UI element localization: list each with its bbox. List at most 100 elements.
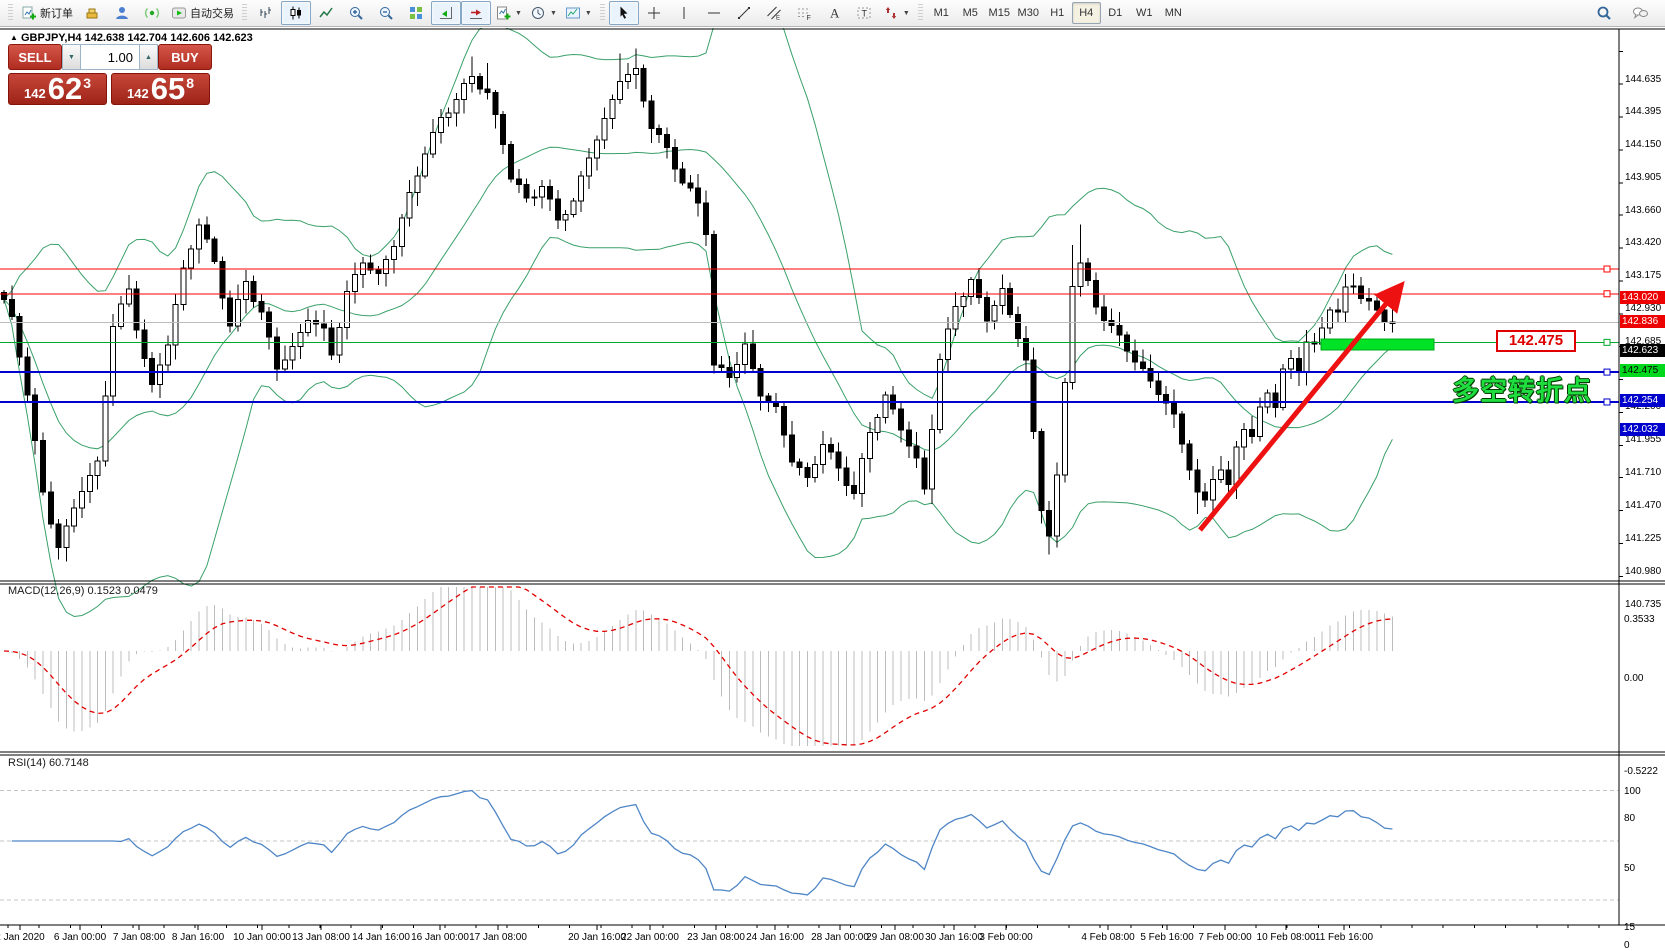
bollinger-bands [3, 28, 1393, 618]
price-tick-144.395: 144.395 [1625, 105, 1662, 117]
price-tick-142.930: 142.930 [1625, 303, 1662, 315]
date-label: 2 Jan 2020 [0, 932, 45, 943]
price-tick-144.150: 144.150 [1625, 138, 1662, 150]
crosshair-button[interactable] [639, 1, 669, 25]
new-order-button[interactable]: 新订单 [17, 1, 77, 25]
timeframe-d1[interactable]: D1 [1108, 7, 1123, 19]
signal-button[interactable] [137, 1, 167, 25]
hline-icon [707, 12, 720, 14]
horizontal-line-button[interactable] [699, 1, 729, 25]
sell-button[interactable]: SELL [8, 44, 62, 70]
templates-button[interactable]: ▼ [561, 1, 596, 25]
symbol-collapse-icon[interactable]: ▲ [10, 33, 18, 42]
chart-ohlc-values: 142.638 142.704 142.606 142.623 [84, 32, 253, 44]
text-button[interactable]: A [819, 1, 849, 25]
timeframe-h1[interactable]: H1 [1050, 7, 1065, 19]
bar-chart-button[interactable] [251, 1, 281, 25]
arrows-icon [885, 7, 897, 19]
chart-canvas[interactable] [0, 28, 1665, 948]
toolbar-grip [8, 4, 13, 22]
date-label: 14 Jan 16:00 [352, 932, 410, 943]
indicator-scale-0.3533: 0.3533 [1624, 614, 1655, 625]
trendline-icon [737, 7, 750, 19]
chevron-down-icon: ▼ [902, 9, 910, 17]
timeframe-m5[interactable]: M5 [962, 7, 978, 19]
volume-decrease-button[interactable]: ▼ [62, 44, 81, 70]
line-handle[interactable] [1603, 290, 1611, 298]
tile-windows-button[interactable] [401, 1, 431, 25]
toolbar: 新订单 自动交易 ▼ ▼ ▼ E F A T ▼ M1 M5 M15 M30 H1 H4 D1 W1 MN [0, 0, 1665, 27]
candlestick-chart-button[interactable] [281, 1, 311, 25]
chevron-down-icon: ▼ [549, 9, 557, 17]
volume-increase-button[interactable]: ▲ [139, 44, 158, 70]
price-label-142.836: 142.836 [1620, 315, 1665, 329]
clock-icon [531, 7, 544, 19]
zoom-in-button[interactable] [341, 1, 371, 25]
candles-icon [290, 6, 301, 20]
indicator-scale-50: 50 [1624, 863, 1636, 874]
timeframe-mn[interactable]: MN [1164, 7, 1182, 19]
fibonacci-button[interactable]: F [789, 1, 819, 25]
autoscroll-icon [470, 9, 482, 19]
date-label: 8 Jan 16:00 [171, 932, 225, 943]
template-icon [565, 7, 580, 19]
autotrade-button[interactable]: 自动交易 [167, 1, 238, 25]
rsi-line [11, 789, 1393, 896]
trendline-button[interactable] [729, 1, 759, 25]
svg-text:A: A [830, 6, 840, 21]
date-label: 16 Jan 00:00 [411, 932, 469, 943]
chart-shift-button[interactable] [431, 1, 461, 25]
line-handle[interactable] [1603, 265, 1611, 273]
line-handle[interactable] [1603, 338, 1611, 346]
line-chart-button[interactable] [311, 1, 341, 25]
vertical-line-button[interactable] [669, 1, 699, 25]
gold-button[interactable] [77, 1, 107, 25]
arrows-button[interactable]: ▼ [879, 1, 914, 25]
support-zone-rect[interactable] [1320, 338, 1435, 351]
indicator-scale-0: 0 [1624, 940, 1630, 951]
profile-icon [116, 7, 128, 19]
volume-input[interactable] [81, 44, 139, 70]
indicator-scale-100: 100 [1624, 786, 1641, 797]
macd-signal-line [3, 586, 1393, 746]
timeframe-h4[interactable]: H4 [1071, 2, 1101, 24]
buy-button[interactable]: BUY [158, 44, 212, 70]
autotrade-button-label: 自动交易 [190, 8, 234, 20]
price-tick-141.225: 141.225 [1625, 532, 1662, 544]
line-handle[interactable] [1603, 398, 1611, 406]
buy-price-tile[interactable]: 142 65 8 [111, 73, 210, 105]
timeframe-m1[interactable]: M1 [933, 7, 949, 19]
auto-scroll-button[interactable] [461, 1, 491, 25]
sell-price-tile[interactable]: 142 62 3 [8, 73, 107, 105]
date-label: 22 Jan 00:00 [621, 932, 679, 943]
channel-button[interactable]: E [759, 1, 789, 25]
annotation-text-cn[interactable]: 多空转折点 [1452, 376, 1592, 406]
chart-window[interactable]: ▲ GBPJPY,H4 142.638 142.704 142.606 142.… [0, 28, 1665, 951]
price-tick-143.420: 143.420 [1625, 237, 1662, 249]
date-label: 4 Feb 08:00 [1081, 932, 1135, 943]
price-callout-label[interactable]: 142.475 [1496, 330, 1576, 352]
zoom-out-button[interactable] [371, 1, 401, 25]
date-label: 5 Feb 16:00 [1140, 932, 1194, 943]
line-handle[interactable] [1603, 368, 1611, 376]
shift-icon [440, 7, 452, 19]
trend-arrow[interactable] [1198, 281, 1405, 532]
profile-button[interactable] [107, 1, 137, 25]
timeframe-w1[interactable]: W1 [1136, 7, 1153, 19]
timeframe-m15[interactable]: M15 [988, 7, 1010, 19]
text-label-button[interactable]: T [849, 1, 879, 25]
price-label-142.475: 142.475 [1620, 363, 1665, 377]
price-tick-141.470: 141.470 [1625, 499, 1662, 511]
vline-icon [683, 7, 685, 19]
new-chart-button[interactable]: ▼ [491, 1, 526, 25]
cursor-button[interactable] [608, 1, 639, 25]
toolbar-right-group [1589, 1, 1661, 25]
timeframe-m30[interactable]: M30 [1017, 7, 1039, 19]
indicator-scale-80: 80 [1624, 813, 1636, 824]
search-button[interactable] [1589, 1, 1619, 25]
crosshair-icon [647, 7, 660, 19]
community-button[interactable] [1625, 1, 1655, 25]
periods-button[interactable]: ▼ [526, 1, 561, 25]
date-label: 7 Feb 00:00 [1198, 932, 1252, 943]
price-label-142.032: 142.032 [1620, 423, 1665, 437]
